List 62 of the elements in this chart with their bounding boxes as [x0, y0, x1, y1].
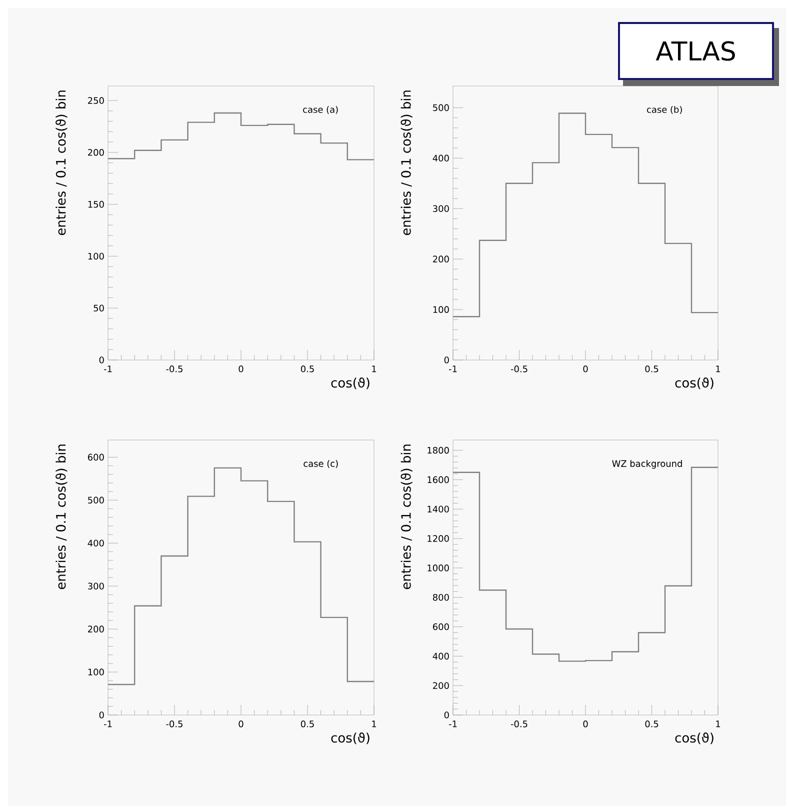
x-tick-label: -0.5: [166, 366, 182, 372]
y-tick-label: 1400: [428, 506, 449, 513]
y-tick-label: 400: [432, 652, 449, 660]
y-tick-label: 50: [94, 304, 104, 312]
x-tick-label: 0: [238, 366, 244, 372]
x-tick-label: -0.5: [166, 720, 182, 728]
y-tick-label: 800: [432, 594, 449, 601]
y-axis-title: entries / 0.1 cos(ϑ) bin: [400, 444, 412, 590]
annotation: case (c): [304, 460, 338, 468]
y-tick-label: 100: [433, 306, 449, 313]
y-tick-label: 1600: [428, 476, 449, 484]
x-tick-label: 0.5: [300, 366, 314, 372]
y-tick-label: 1800: [428, 446, 449, 454]
text: ATLAS: [656, 41, 735, 61]
y-tick-label: 600: [88, 454, 104, 461]
y-tick-label: 0: [444, 712, 449, 718]
x-tick-label: 0.5: [645, 720, 658, 728]
x-tick-label: 1: [716, 720, 720, 728]
y-tick-label: 500: [433, 104, 449, 112]
annotation: WZ background: [612, 460, 682, 469]
x-axis-title: cos(ϑ): [331, 378, 370, 390]
y-tick-label: 250: [88, 97, 104, 104]
y-tick-label: 100: [88, 668, 104, 676]
y-tick-label: 150: [88, 200, 104, 208]
y-axis-title: entries / 0.1 cos(ϑ) bin: [56, 90, 68, 236]
x-axis-title: cos(ϑ): [675, 732, 714, 744]
x-tick-label: 0: [583, 720, 588, 728]
x-tick-label: 0.5: [300, 720, 314, 728]
y-tick-label: 200: [433, 682, 449, 689]
y-tick-label: 1000: [428, 564, 449, 572]
y-tick-label: 0: [99, 712, 104, 718]
x-tick-label: 1: [716, 366, 720, 372]
y-tick-label: 0: [444, 356, 449, 364]
x-tick-label: 1: [372, 366, 376, 372]
y-tick-label: 100: [88, 252, 104, 260]
x-axis-title: cos(ϑ): [675, 378, 714, 390]
x-tick-label: -1: [104, 366, 112, 372]
x-tick-label: -1: [448, 366, 457, 372]
y-tick-label: 600: [432, 623, 449, 630]
y-tick-label: 0: [99, 356, 104, 364]
x-axis-title: cos(ϑ): [331, 732, 370, 744]
y-tick-label: 400: [432, 154, 449, 162]
y-tick-label: 300: [88, 582, 104, 590]
x-tick-label: -0.5: [510, 366, 528, 372]
x-tick-label: 0: [583, 366, 588, 372]
y-tick-label: 200: [433, 256, 449, 262]
x-tick-label: -1: [104, 720, 112, 728]
x-tick-label: 0.5: [645, 366, 658, 372]
y-axis-title: entries / 0.1 cos(ϑ) bin: [56, 444, 68, 590]
y-tick-label: 300: [433, 205, 449, 212]
y-tick-label: 1200: [428, 535, 449, 542]
y-tick-label: 200: [88, 626, 104, 632]
x-tick-label: -1: [448, 720, 457, 728]
x-tick-label: 1: [372, 720, 376, 728]
annotation: case (b): [647, 106, 682, 114]
x-tick-label: 0: [238, 720, 244, 728]
x-tick-label: -0.5: [510, 720, 528, 728]
y-tick-label: 200: [88, 149, 104, 156]
y-tick-label: 500: [88, 496, 104, 504]
y-tick-label: 400: [88, 540, 104, 547]
annotation: case (a): [303, 106, 338, 114]
y-axis-title: entries / 0.1 cos(ϑ) bin: [400, 90, 412, 236]
